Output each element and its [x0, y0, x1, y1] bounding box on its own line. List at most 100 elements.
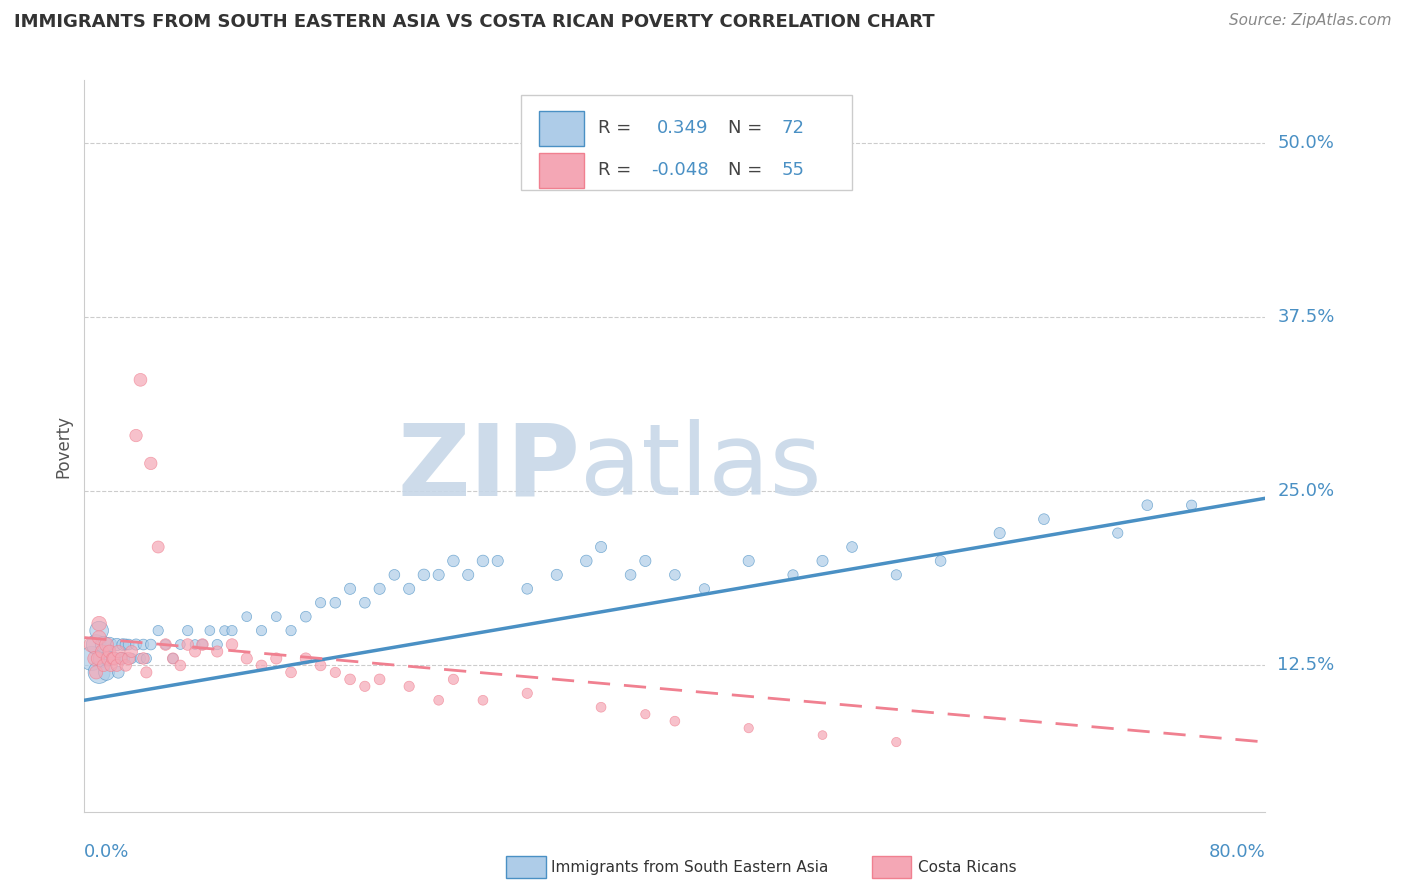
Point	[148, 624, 170, 638]
Point	[86, 651, 108, 665]
Point	[110, 651, 132, 665]
Point	[250, 658, 273, 673]
Point	[87, 616, 111, 631]
Point	[155, 638, 177, 652]
Point	[457, 567, 479, 582]
Point	[169, 658, 191, 673]
Point	[427, 567, 450, 582]
Point	[84, 638, 107, 652]
Point	[738, 554, 761, 568]
Point	[205, 638, 228, 652]
Point	[155, 638, 177, 652]
Point	[98, 638, 121, 652]
Point	[634, 554, 657, 568]
Point	[118, 638, 141, 652]
Point	[101, 651, 124, 665]
Point	[427, 693, 450, 707]
Point	[309, 596, 332, 610]
Point	[118, 651, 141, 665]
Bar	[538, 153, 583, 188]
Point	[354, 679, 377, 693]
Point	[398, 679, 420, 693]
Point	[664, 567, 686, 582]
Text: R =: R =	[598, 119, 637, 136]
Point	[177, 638, 200, 652]
FancyBboxPatch shape	[522, 95, 852, 190]
Point	[107, 644, 129, 658]
Text: 80.0%: 80.0%	[1209, 843, 1265, 861]
Point	[91, 644, 114, 658]
Point	[114, 638, 136, 652]
Point	[96, 638, 118, 652]
Point	[162, 651, 184, 665]
Point	[177, 624, 200, 638]
Point	[125, 428, 148, 442]
Point	[309, 658, 332, 673]
Point	[782, 567, 804, 582]
Point	[97, 651, 120, 665]
Point	[323, 665, 347, 680]
Point	[413, 567, 436, 582]
Point	[111, 638, 134, 652]
Point	[575, 554, 598, 568]
Text: Immigrants from South Eastern Asia: Immigrants from South Eastern Asia	[551, 860, 828, 874]
Point	[125, 638, 148, 652]
Point	[339, 582, 361, 596]
Text: 12.5%: 12.5%	[1277, 657, 1334, 674]
Point	[205, 644, 228, 658]
Point	[105, 658, 128, 673]
Point	[591, 700, 613, 714]
Point	[886, 567, 908, 582]
Point	[398, 582, 420, 596]
Point	[886, 735, 908, 749]
Point	[693, 582, 716, 596]
Point	[129, 373, 152, 387]
Text: atlas: atlas	[581, 419, 823, 516]
Point	[112, 651, 135, 665]
Point	[1180, 498, 1202, 512]
Point	[221, 624, 243, 638]
Text: N =: N =	[728, 161, 768, 178]
Point	[516, 686, 538, 700]
Point	[323, 596, 347, 610]
Point	[162, 651, 184, 665]
Point	[191, 638, 214, 652]
Point	[368, 673, 391, 687]
Text: ZIP: ZIP	[398, 419, 581, 516]
Text: N =: N =	[728, 119, 768, 136]
Point	[280, 665, 302, 680]
Point	[738, 721, 761, 735]
Point	[339, 673, 361, 687]
Point	[80, 638, 103, 652]
Point	[441, 673, 464, 687]
Point	[98, 644, 121, 658]
Point	[105, 638, 128, 652]
Point	[664, 714, 686, 728]
Point	[472, 693, 495, 707]
Point	[107, 665, 129, 680]
Point	[129, 651, 152, 665]
Point	[198, 624, 221, 638]
Point	[103, 651, 125, 665]
Point	[100, 651, 122, 665]
Point	[619, 567, 641, 582]
Point	[97, 651, 120, 665]
Text: IMMIGRANTS FROM SOUTH EASTERN ASIA VS COSTA RICAN POVERTY CORRELATION CHART: IMMIGRANTS FROM SOUTH EASTERN ASIA VS CO…	[14, 13, 935, 31]
Point	[169, 638, 191, 652]
Point	[135, 651, 157, 665]
Bar	[538, 111, 583, 146]
Point	[382, 567, 406, 582]
Point	[280, 624, 302, 638]
Point	[591, 540, 613, 554]
Text: Costa Ricans: Costa Ricans	[918, 860, 1017, 874]
Text: Source: ZipAtlas.com: Source: ZipAtlas.com	[1229, 13, 1392, 29]
Point	[516, 582, 538, 596]
Point	[93, 638, 115, 652]
Point	[546, 567, 568, 582]
Point	[139, 457, 162, 471]
Point	[121, 651, 143, 665]
Point	[221, 638, 243, 652]
Point	[139, 638, 162, 652]
Point	[93, 658, 115, 673]
Point	[91, 651, 114, 665]
